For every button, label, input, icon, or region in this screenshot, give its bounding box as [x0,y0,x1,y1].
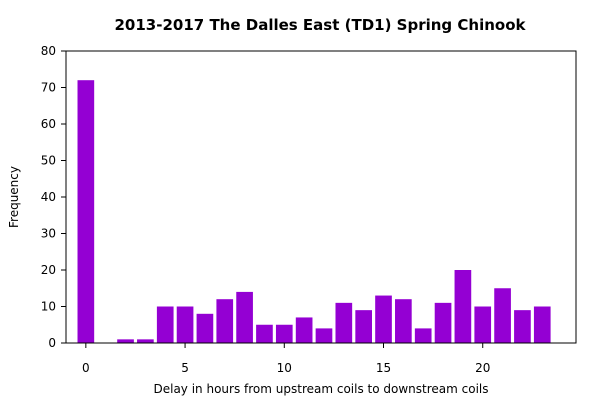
y-tick-label-50: 50 [41,154,56,168]
bar-17 [414,328,432,343]
y-tick-label-80: 80 [41,44,56,58]
bar-18 [434,302,452,343]
bar-0 [77,80,95,343]
bar-5 [176,306,194,343]
bar-16 [395,299,412,343]
x-tick-label-15: 15 [376,361,391,375]
x-tick-label-20: 20 [475,361,490,375]
y-tick-label-0: 0 [48,336,56,350]
bar-9 [256,324,273,343]
y-tick-label-20: 20 [41,263,56,277]
x-axis-label: Delay in hours from upstream coils to do… [153,382,488,396]
bar-4 [156,306,174,343]
bar-15 [375,295,392,343]
bar-8 [236,291,253,343]
y-tick-label-70: 70 [41,81,56,95]
bar-13 [335,302,353,343]
y-axis-label: Frequency [7,166,21,228]
x-tick-label-10: 10 [277,361,292,375]
y-tick-label-10: 10 [41,300,56,314]
bar-11 [295,317,313,343]
y-tick-label-30: 30 [41,227,56,241]
x-tick-label-5: 5 [181,361,189,375]
y-tick-label-40: 40 [41,190,56,204]
bar-23 [533,306,551,343]
bar-22 [514,310,531,343]
bar-19 [454,270,472,343]
bar-14 [355,310,372,343]
bars-layer [77,80,551,343]
bar-6 [196,313,214,343]
bar-2 [117,339,134,343]
x-axis: 0 5 10 15 20 [82,343,490,375]
bar-21 [494,288,511,343]
bar-12 [315,328,333,343]
bar-3 [137,339,154,343]
bar-7 [216,299,234,343]
chart-title: 2013-2017 The Dalles East (TD1) Spring C… [115,16,527,34]
y-tick-label-60: 60 [41,117,56,131]
bar-20 [474,306,492,343]
y-axis: 0 10 20 30 40 50 60 70 80 [41,44,66,350]
x-tick-label-0: 0 [82,361,90,375]
bar-10 [275,324,293,343]
